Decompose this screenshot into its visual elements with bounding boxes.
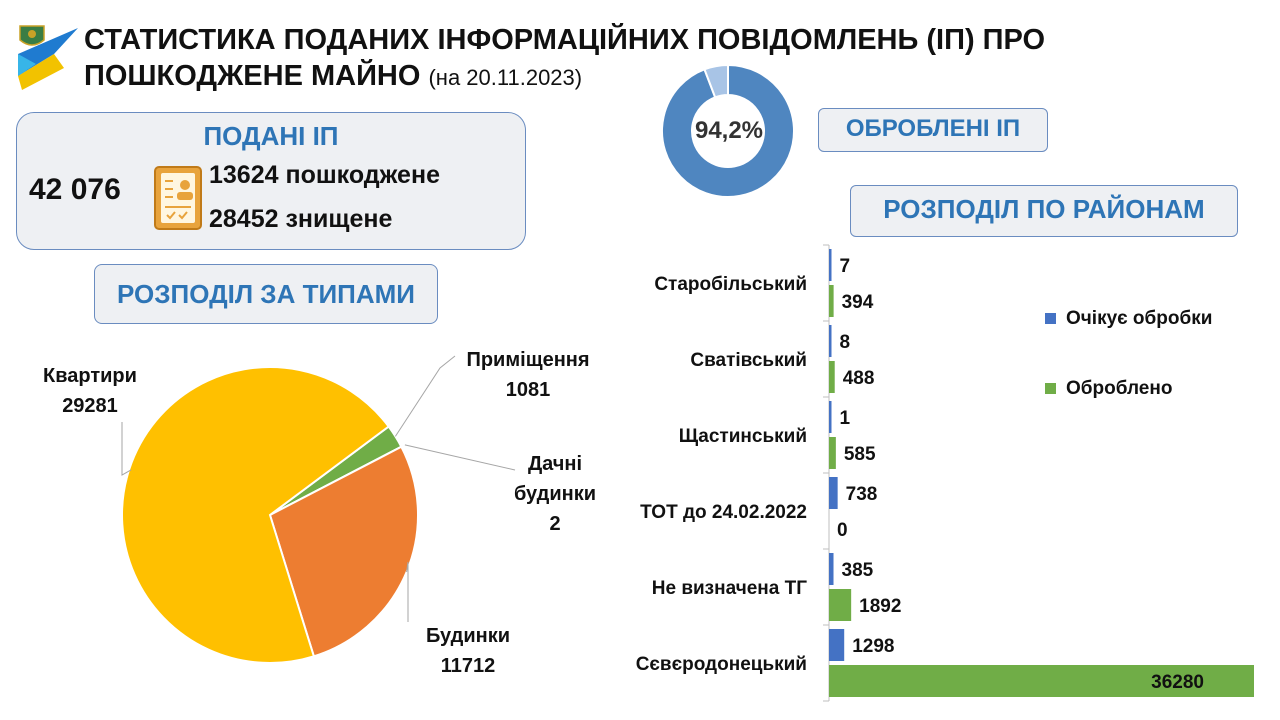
bar-value-label: 1892 [859, 596, 901, 617]
bar-processed [829, 361, 835, 393]
districts-title: РОЗПОДІЛ ПО РАЙОНАМ [851, 194, 1237, 225]
bar-category-label: Сєвєродонецький [636, 654, 807, 675]
bar-value-label: 36280 [1151, 672, 1204, 693]
types-pie-chart: Квартири 29281 Приміщення 1081 Дачні будинки 2… [0, 330, 640, 720]
coat-of-arms-icon [20, 26, 44, 45]
bar-value-label: 585 [844, 444, 876, 465]
submitted-title: ПОДАНІ ІП [17, 121, 525, 152]
page-title: СТАТИСТИКА ПОДАНИХ ІНФОРМАЦІЙНИХ ПОВІДОМ… [84, 22, 1064, 96]
bar-value-label: 0 [837, 520, 848, 541]
bar-category-label: Щастинський [679, 426, 807, 447]
pie-label-dachas: Дачні будинки 2 [514, 453, 596, 535]
donut-center-label: 94,2% [695, 117, 763, 144]
bar-category-label: ТОТ до 24.02.2022 [640, 502, 807, 523]
bar-processed [829, 285, 834, 317]
districts-panel: РОЗПОДІЛ ПО РАЙОНАМ [850, 185, 1238, 237]
pie-label-houses: Будинки 11712 [426, 625, 510, 677]
districts-bar-chart: Старобільський Сватівський Щастинський ТОТ … [600, 240, 1280, 710]
bar-category-label: Не визначена ТГ [652, 578, 807, 599]
pie-label-apartments: Квартири 29281 [43, 365, 137, 417]
types-panel: РОЗПОДІЛ ЗА ТИПАМИ [94, 264, 438, 324]
bar-pending [829, 553, 834, 585]
bar-category-label: Сватівський [690, 350, 807, 371]
report-date: (на 20.11.2023) [428, 65, 582, 90]
submitted-total: 42 076 [29, 173, 121, 207]
bar-value-label: 488 [843, 368, 875, 389]
legend-swatch-pending [1045, 313, 1056, 324]
bar-value-label: 385 [842, 560, 874, 581]
bar-pending [829, 325, 832, 357]
title-line-2: ПОШКОДЖЕНЕ МАЙНО (на 20.11.2023) [84, 58, 1064, 96]
pie-label-premises: Приміщення 1081 [466, 349, 589, 401]
legend-label-pending: Очікує обробки [1066, 308, 1212, 329]
bar-pending [829, 629, 844, 661]
bar-value-label: 738 [846, 484, 878, 505]
title-line-1: СТАТИСТИКА ПОДАНИХ ІНФОРМАЦІЙНИХ ПОВІДОМ… [84, 22, 1064, 58]
legend-swatch-processed [1045, 383, 1056, 394]
types-title: РОЗПОДІЛ ЗА ТИПАМИ [95, 279, 437, 310]
processed-panel: ОБРОБЛЕНІ ІП [818, 108, 1048, 152]
bar-processed [829, 437, 836, 469]
bar-value-label: 8 [840, 332, 851, 353]
processed-donut-chart: 94,2% [650, 62, 800, 202]
logo [14, 24, 80, 92]
bar-value-label: 1298 [852, 636, 894, 657]
submitted-panel: ПОДАНІ ІП 42 076 13624 пошкоджене 28452 … [16, 112, 526, 250]
bar-pending [829, 401, 832, 433]
document-icon [153, 165, 203, 231]
legend-label-processed: Оброблено [1066, 378, 1172, 399]
bar-pending [829, 477, 838, 509]
bar-value-label: 7 [840, 256, 851, 277]
destroyed-count: 28452 знищене [209, 205, 392, 234]
processed-title: ОБРОБЛЕНІ ІП [819, 115, 1047, 143]
pie-leader-premises [395, 356, 455, 436]
title-line-2-text: ПОШКОДЖЕНЕ МАЙНО [84, 60, 420, 92]
bar-pending [829, 249, 832, 281]
bar-processed [829, 589, 851, 621]
bar-value-label: 1 [840, 408, 851, 429]
damaged-count: 13624 пошкоджене [209, 161, 440, 190]
bar-category-label: Старобільський [654, 274, 807, 295]
bar-value-label: 394 [842, 292, 874, 313]
pie-leader-dachas [405, 445, 515, 470]
